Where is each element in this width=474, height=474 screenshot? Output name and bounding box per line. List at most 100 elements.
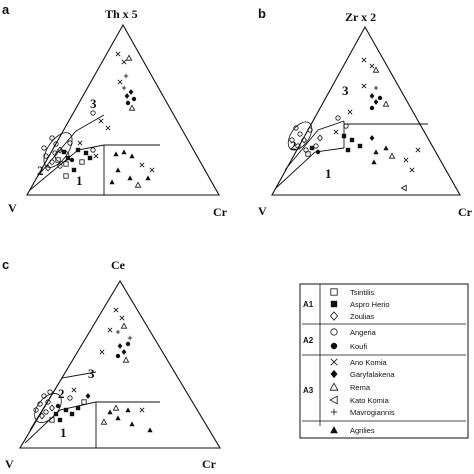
open-circle-marker: [33, 407, 39, 413]
legend-label-tsintilis: Tsintilis: [350, 288, 374, 297]
legend-open-square-icon: [330, 288, 338, 296]
cross-x-marker: [99, 349, 105, 355]
cross-x-marker: [113, 307, 119, 313]
open-square-marker: [305, 151, 311, 157]
filled-square-marker: [65, 155, 71, 161]
open-triangle-marker: [112, 404, 120, 411]
legend-label-garyfalakena: Garyfalakena: [350, 370, 395, 379]
open-circle-marker: [52, 150, 58, 156]
panel-a-top-label: Th x 5: [105, 7, 138, 21]
panel-a: a Th x 5 V Cr 3 2 1: [2, 2, 228, 219]
legend-box: [299, 283, 469, 439]
filled-square-marker: [83, 150, 89, 156]
cross-x-marker: [415, 147, 421, 153]
panel-c-left-label: V: [5, 457, 14, 471]
left-triangle-marker: [400, 184, 407, 192]
filled-square-marker: [53, 411, 59, 417]
panel-b-ellipse: [287, 121, 313, 151]
panel-b-region-2: 2: [290, 138, 297, 153]
filled-square-marker: [71, 167, 77, 173]
filled-triangle-marker: [129, 153, 135, 159]
cross-x-marker: [107, 327, 113, 333]
cross-x-marker: [149, 167, 155, 173]
legend-group-a3: A3: [303, 386, 314, 395]
legend-label-koufi: Koufi: [350, 342, 367, 351]
open-triangle-marker: [388, 152, 396, 159]
legend-rows: A1 Tsintilis Aspro Herio Zoulias A2 Angeria Ko…: [303, 288, 395, 435]
filled-circle-marker: [377, 95, 383, 101]
open-circle-marker: [49, 159, 55, 165]
cross-x-marker: [119, 315, 125, 321]
open-circle-marker: [41, 145, 47, 151]
legend-label-angeria: Angeria: [350, 328, 377, 337]
filled-triangle-marker: [113, 151, 119, 157]
panel-c-region-2: 2: [58, 386, 65, 401]
cross-x-marker: [139, 162, 145, 168]
legend-left-triangle-icon: [329, 395, 338, 405]
legend-plus-icon: [330, 408, 338, 416]
filled-circle-marker: [131, 96, 137, 102]
legend-label-rema: Rema: [350, 383, 371, 392]
filled-diamond-marker: [369, 135, 375, 141]
legend-label-ano-komia: Ano Komia: [350, 358, 388, 367]
cross-x-marker: [117, 79, 123, 85]
filled-circle-marker: [55, 403, 61, 409]
filled-square-marker: [61, 149, 67, 155]
panel-b-letter: b: [258, 6, 266, 21]
filled-square-marker: [341, 133, 347, 139]
open-diamond-marker: [301, 136, 307, 144]
open-circle-marker: [313, 143, 319, 149]
open-triangle-marker: [372, 66, 380, 73]
panel-b-boundary-2: [284, 120, 345, 171]
open-circle-marker: [293, 125, 299, 131]
filled-square-marker: [309, 145, 315, 151]
filled-circle-marker: [125, 341, 131, 347]
legend-label-mavrogiannis: Mavrogiannis: [350, 408, 395, 417]
filled-diamond-marker: [121, 349, 127, 355]
legend-open-triangle-icon: [329, 382, 339, 391]
cross-x-marker: [333, 129, 339, 135]
panel-b-top-label: Zr x 2: [345, 10, 376, 24]
panel-a-region-2: 2: [37, 163, 44, 178]
filled-square-marker: [57, 417, 63, 423]
plus-marker: [127, 335, 133, 341]
open-circle-marker: [90, 110, 96, 116]
legend-label-agrilies: Agrilies: [350, 426, 375, 435]
legend-filled-square-icon: [330, 300, 338, 308]
plus-marker: [123, 73, 129, 79]
open-triangle-marker: [125, 54, 133, 61]
legend: A1 Tsintilis Aspro Herio Zoulias A2 Angeria Ko…: [299, 283, 469, 439]
filled-triangle-marker: [383, 145, 389, 151]
open-triangle-marker: [122, 356, 130, 363]
legend-cross-x-icon: [330, 358, 338, 366]
plus-marker: [115, 329, 121, 335]
filled-square-marker: [345, 147, 351, 153]
panel-b-triangle: [271, 25, 461, 196]
legend-label-aspro-herio: Aspro Herio: [350, 300, 390, 309]
legend-open-diamond-icon: [329, 311, 339, 321]
cross-x-marker: [361, 83, 367, 89]
open-circle-marker: [343, 123, 349, 129]
open-triangle-marker: [382, 100, 390, 107]
cross-x-marker: [361, 57, 367, 63]
legend-filled-triangle-icon: [330, 426, 338, 434]
open-square-marker: [63, 161, 69, 167]
panel-b-data-points: [289, 57, 421, 192]
panel-c-region-3: 3: [88, 366, 95, 381]
panel-a-letter: a: [2, 2, 10, 17]
filled-circle-marker: [315, 149, 321, 155]
filled-square-marker: [357, 143, 363, 149]
open-triangle-marker: [134, 181, 142, 188]
filled-triangle-marker: [121, 149, 127, 155]
open-circle-marker: [45, 399, 51, 405]
filled-square-marker: [69, 411, 75, 417]
open-diamond-marker: [49, 404, 55, 412]
open-circle-marker: [295, 143, 301, 149]
filled-triangle-marker: [109, 179, 115, 185]
cross-x-marker: [369, 63, 375, 69]
filled-diamond-marker: [373, 99, 379, 105]
filled-triangle-marker: [127, 175, 133, 181]
cross-x-marker: [115, 51, 121, 57]
panel-c-data-points: [33, 307, 153, 433]
filled-triangle-marker: [371, 159, 377, 165]
